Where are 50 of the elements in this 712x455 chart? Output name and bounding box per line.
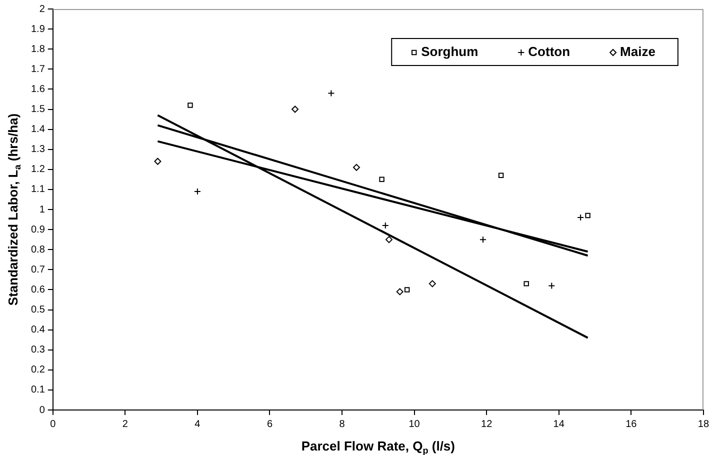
x-tick-label: 18 (698, 418, 710, 430)
point (498, 172, 504, 178)
x-tick-label: 12 (481, 418, 493, 430)
y-tick-label: 1.1 (30, 184, 46, 196)
point (524, 281, 529, 286)
x-tick-label: 16 (626, 418, 638, 430)
y-tick-label: 1.4 (30, 124, 46, 136)
x-tick-label: 0 (50, 418, 56, 430)
legend-label: Sorghum (421, 44, 478, 60)
x-tick-label: 10 (408, 418, 420, 430)
y-tick-label: 0.1 (30, 384, 46, 396)
point (379, 176, 384, 182)
y-tick-label: 0 (39, 404, 46, 416)
point (188, 102, 193, 108)
y-tick-label: 0.9 (30, 224, 46, 236)
legend-label: Cotton (528, 44, 570, 60)
y-tick-label: 0.3 (30, 344, 46, 356)
y-tick-label: 0.7 (30, 264, 46, 276)
point (386, 236, 393, 244)
point (428, 280, 436, 288)
y-tick-label: 0.2 (30, 364, 46, 376)
y-tick-label: 2 (39, 4, 46, 15)
y-tick-label: 0.5 (30, 304, 46, 316)
y-tick-label: 0.6 (30, 284, 46, 296)
y-tick-label: 1.5 (30, 104, 46, 115)
y-tick-label: 1.3 (30, 144, 46, 156)
y-tick-label: 1.2 (30, 164, 46, 176)
y-tick-label: 1.9 (30, 24, 46, 35)
x-tick-label: 4 (194, 418, 201, 430)
y-tick-label: 0.8 (30, 244, 46, 256)
y-tick-label: 1 (39, 204, 46, 216)
point (548, 282, 556, 290)
y-tick-label: 1.7 (30, 64, 46, 75)
point (292, 106, 299, 113)
point (328, 90, 335, 97)
y-axis-title: Standardized Labor, La (hrs/ha) (6, 113, 22, 306)
point (479, 236, 486, 244)
point (352, 164, 360, 171)
point (585, 212, 590, 218)
y-tick-label: 0.4 (30, 324, 46, 336)
x-tick-label: 2 (122, 418, 128, 430)
legend-label: Maize (620, 44, 656, 60)
point (404, 287, 410, 292)
y-tick-label: 1.6 (30, 84, 46, 95)
x-tick-label: 14 (553, 418, 565, 430)
point (154, 158, 162, 165)
point (396, 288, 404, 296)
x-tick-label: 6 (266, 418, 273, 430)
y-tick-label: 1.8 (30, 44, 46, 55)
x-tick-label: 8 (339, 418, 346, 430)
